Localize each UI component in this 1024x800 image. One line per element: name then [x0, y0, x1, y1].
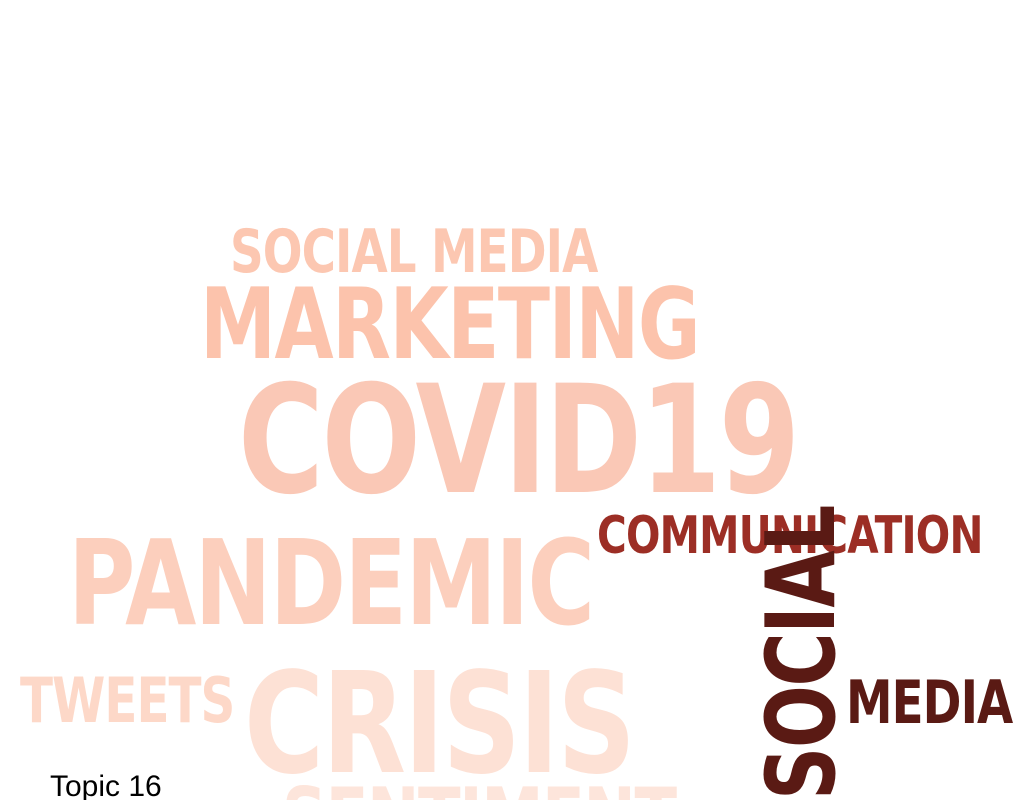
word-social: SOCIAL	[747, 506, 857, 800]
word-pandemic: PANDEMIC	[68, 514, 595, 652]
word-social-media: SOCIAL MEDIA	[230, 217, 598, 287]
word-media: MEDIA	[846, 668, 1013, 738]
word-tweets: TWEETS	[20, 664, 235, 737]
word-crisis: CRISIS	[244, 643, 636, 800]
word-sentiment: SENTIMENT	[282, 778, 677, 800]
word-marketing: MARKETING	[200, 268, 701, 382]
topic-caption: Topic 16	[50, 770, 162, 800]
word-communication: COMMUNICATION	[597, 506, 983, 566]
word-covid19: COVID19	[238, 354, 800, 528]
